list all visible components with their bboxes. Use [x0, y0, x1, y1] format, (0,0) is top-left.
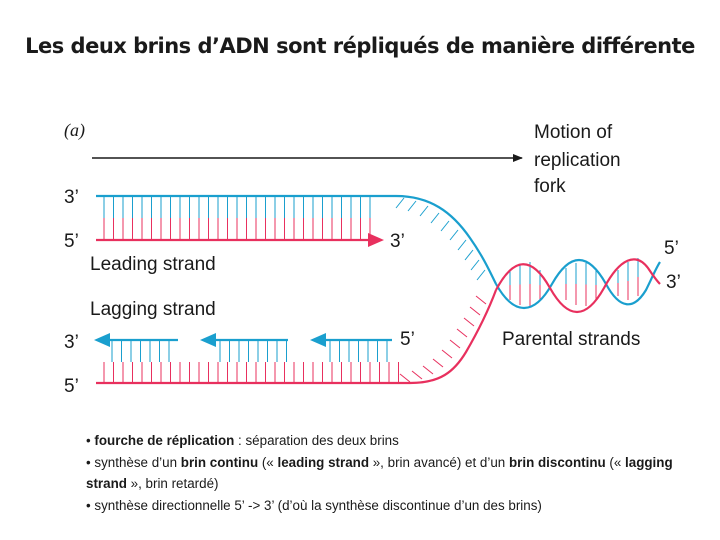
bottom-parental-strand	[96, 289, 498, 385]
base-pair-rung	[422, 365, 434, 375]
base-pair-rung	[464, 249, 474, 261]
leading-strand-3prime: 3’	[390, 231, 405, 252]
note-text-run: • synthèse directionnelle 5’ -> 3’ (d’où…	[86, 497, 542, 513]
base-pair-rung	[419, 205, 429, 217]
lagging-strand-3prime: 3’	[64, 332, 79, 353]
base-pair-rung	[411, 370, 423, 380]
bottom-strand-5prime: 5’	[64, 376, 79, 397]
motion-label-line2: replication	[534, 150, 621, 171]
base-pair-rung	[440, 220, 450, 232]
okazaki-arrowhead-3	[310, 333, 326, 347]
base-pair-rung	[449, 339, 461, 349]
note-text-run: brin discontinu	[508, 454, 606, 470]
okazaki-arrowhead-2	[200, 333, 216, 347]
note-fork: • fourche de réplication : séparation de…	[86, 430, 686, 452]
motion-label-line1: Motion of	[534, 122, 613, 143]
note-text-run: fourche de réplication	[94, 433, 235, 448]
base-pair-rung	[407, 200, 417, 212]
base-pair-rung	[399, 373, 411, 383]
base-pair-rung	[476, 269, 486, 281]
base-pair-rung	[475, 295, 487, 305]
notes-list: • fourche de réplication : séparation de…	[86, 430, 686, 516]
note-text-run: leading strand	[277, 454, 370, 470]
parental-helix-pink	[495, 258, 661, 314]
base-pair-rung	[463, 317, 475, 327]
base-pair-rung	[469, 306, 481, 316]
motion-label-line3: fork	[534, 176, 566, 197]
note-text-run: », brin retardé)	[126, 476, 219, 491]
note-text-run: brin continu	[180, 454, 259, 470]
note-text-run: : séparation des deux brins	[234, 433, 399, 448]
base-pair-rung	[395, 197, 405, 209]
leading-strand-arrowhead	[368, 233, 384, 247]
base-pair-rungs	[103, 197, 639, 383]
leading-strand-5prime: 5’	[64, 231, 79, 252]
note-strands: • synthèse d’un brin continu (« leading …	[86, 452, 686, 495]
base-pair-rung	[457, 239, 467, 251]
slide-title: Les deux brins d’ADN sont répliqués de m…	[25, 34, 695, 58]
base-pair-rung	[449, 229, 459, 241]
okazaki-arrowhead-1	[94, 333, 110, 347]
base-pair-rung	[441, 349, 453, 359]
note-text-run: », brin avancé) et d’un	[369, 454, 509, 470]
note-text-run: • synthèse d’un	[86, 454, 181, 470]
base-pair-rung	[456, 328, 468, 338]
note-text-run: («	[258, 454, 278, 470]
base-pair-rung	[430, 212, 440, 224]
panel-label: (a)	[64, 120, 85, 141]
lagging-fragments	[94, 333, 392, 347]
leading-strand-label: Leading strand	[90, 254, 216, 275]
base-pair-rung	[470, 259, 480, 271]
note-direction: • synthèse directionnelle 5’ -> 3’ (d’où…	[86, 495, 686, 517]
top-parental-strand	[96, 194, 497, 285]
note-text-run: («	[605, 454, 626, 470]
note-text-run: •	[86, 433, 95, 448]
note-text-run: lagging strand	[86, 454, 673, 492]
parental-strands-label: Parental strands	[502, 329, 640, 350]
parental-helix-blue	[495, 258, 661, 310]
lagging-strand-label: Lagging strand	[90, 299, 216, 320]
parental-5prime: 5’	[664, 238, 679, 259]
top-strand-3prime: 3’	[64, 187, 79, 208]
parental-3prime: 3’	[666, 272, 681, 293]
base-pair-rung	[432, 358, 444, 368]
lagging-fragment-5prime: 5’	[400, 329, 415, 350]
